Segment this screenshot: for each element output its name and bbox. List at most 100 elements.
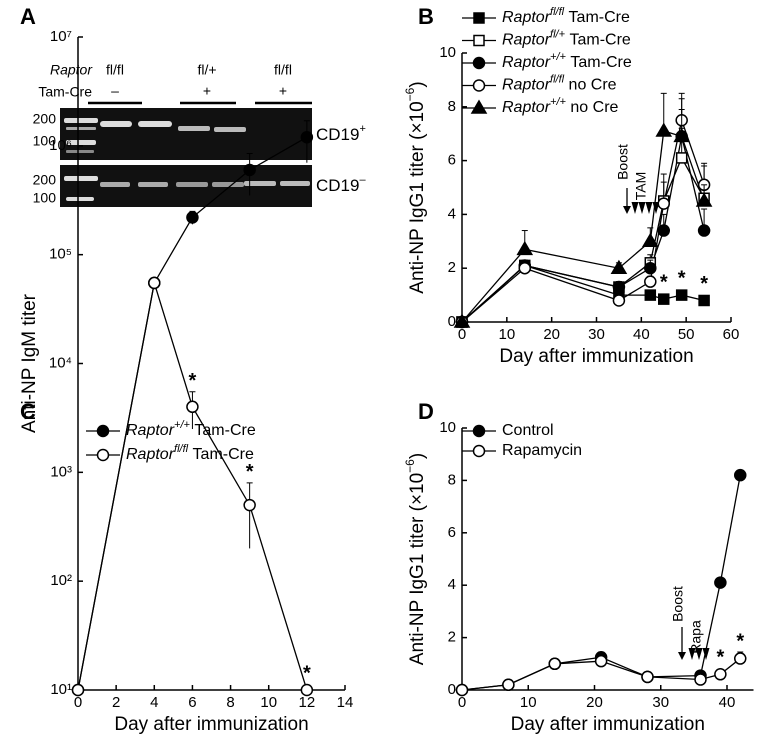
population-sign: + <box>359 123 365 135</box>
legend-gene: Raptor <box>126 422 175 439</box>
legend-treatment: Tam-Cre <box>193 446 254 463</box>
marker <box>502 678 515 692</box>
marker <box>734 468 747 482</box>
marker <box>453 313 471 328</box>
row-label: Raptor <box>50 62 93 78</box>
y-tick-label: 10 <box>439 44 456 61</box>
marker <box>644 289 657 301</box>
y-tick-label: 10⁶ <box>49 137 72 154</box>
y-tick-label: 2 <box>448 629 456 646</box>
legend-genotype: +/+ <box>550 96 566 108</box>
y-axis-label-part: ) <box>407 81 428 87</box>
y-axis-label-part: Anti-NP IgG1 titer (×10 <box>407 473 428 665</box>
marker <box>714 668 727 681</box>
y-tick-label: 10⁷ <box>50 28 72 45</box>
gel-bands <box>64 118 310 201</box>
cre-label: + <box>203 83 211 99</box>
y-tick-label: 10² <box>50 572 72 589</box>
x-tick-label: 2 <box>112 694 120 711</box>
series-line <box>461 117 705 323</box>
legend-label: Raptorfl/fl Tam-Cre <box>502 6 630 26</box>
arrowhead <box>645 202 653 214</box>
marker <box>243 498 256 512</box>
y-tick-label: 10 <box>439 419 456 436</box>
legend-gene: Raptor <box>126 446 175 463</box>
marker <box>473 34 485 47</box>
marker <box>698 294 710 307</box>
legend-label: Rapamycin <box>502 442 582 459</box>
legend-name: Control <box>502 422 554 439</box>
marker <box>186 211 199 224</box>
marker <box>734 652 747 665</box>
marker <box>71 683 85 697</box>
y-tick-label: 4 <box>448 205 456 222</box>
x-axis-label: Day after immunization <box>114 714 308 735</box>
legend-genotype: fl/fl <box>550 6 565 18</box>
population-label: CD19– <box>316 174 366 196</box>
marker <box>96 424 110 438</box>
y-tick-label: 10¹ <box>50 681 72 698</box>
x-tick-label: 30 <box>652 694 669 711</box>
legend-name: Rapamycin <box>502 442 582 459</box>
significance: * <box>716 647 724 669</box>
y-tick-label: 8 <box>448 471 456 488</box>
panel-label: B <box>418 4 434 29</box>
x-tick-label: 40 <box>719 694 736 711</box>
legend-gene: Raptor <box>502 77 551 94</box>
x-tick-label: 20 <box>586 694 603 711</box>
legend-gene: Raptor <box>502 99 551 116</box>
panel-label: A <box>20 4 36 29</box>
arrowhead <box>623 206 631 214</box>
y-axis-label: Anti-NP IgG1 titer (×10−6) <box>403 81 428 293</box>
x-tick-label: 0 <box>458 694 466 711</box>
legend-treatment: Tam-Cre <box>194 422 255 439</box>
arrowhead <box>702 648 710 660</box>
significance: * <box>303 662 311 684</box>
x-axis-label: Day after immunization <box>511 714 705 735</box>
marker <box>300 130 314 144</box>
legend-label: Raptorfl/fl Tam-Cre <box>126 443 254 463</box>
significance: * <box>189 370 197 392</box>
legend-treatment: no Cre <box>569 77 617 94</box>
row-label: Tam-Cre <box>38 84 92 100</box>
x-tick-label: 4 <box>150 694 158 711</box>
significance: * <box>700 273 708 295</box>
y-tick-label: 4 <box>448 576 456 593</box>
marker <box>612 294 626 307</box>
marker <box>655 122 673 137</box>
cre-label: + <box>279 83 287 99</box>
y-tick-label: 0 <box>448 681 456 698</box>
marker <box>518 261 532 275</box>
x-tick-label: 30 <box>588 326 605 343</box>
annotation: Rapa <box>688 620 704 654</box>
y-tick-label: 10⁴ <box>49 354 72 371</box>
legend-treatment: Tam-Cre <box>569 9 630 26</box>
arrowhead <box>638 202 646 214</box>
marker <box>673 127 690 143</box>
population: CD19 <box>316 125 359 144</box>
legend-genotype: fl/+ <box>550 28 566 40</box>
legend-genotype: +/+ <box>550 51 566 63</box>
chart: C 0 2 4 6 8 10 12 14 10¹ 10² 10³ 10⁴ 10⁵ 10⁶ 10⁷ Day aft… <box>19 28 353 735</box>
significance: * <box>678 267 686 289</box>
marker <box>148 276 161 290</box>
marker <box>243 163 256 177</box>
significance: * <box>246 461 254 483</box>
x-tick-label: 12 <box>299 694 316 711</box>
arrowhead <box>631 202 639 214</box>
marker <box>644 275 657 288</box>
y-axis-label: Anti-NP IgG1 titer (×10−6) <box>403 453 428 665</box>
y-axis-label: Anti-NP IgM titer <box>19 293 40 433</box>
ladder-label: 100 <box>33 133 57 149</box>
y-tick-label: 8 <box>448 98 456 115</box>
y-axis-label-exponent: −6 <box>403 87 417 101</box>
marker <box>675 152 688 164</box>
marker <box>658 293 670 305</box>
legend-genotype: fl/fl <box>174 443 189 455</box>
annotation: TAM <box>633 172 649 201</box>
ladder-label: 100 <box>33 190 57 206</box>
y-tick-label: 10⁵ <box>49 246 72 263</box>
marker <box>473 12 485 24</box>
population-sign: – <box>359 174 366 186</box>
